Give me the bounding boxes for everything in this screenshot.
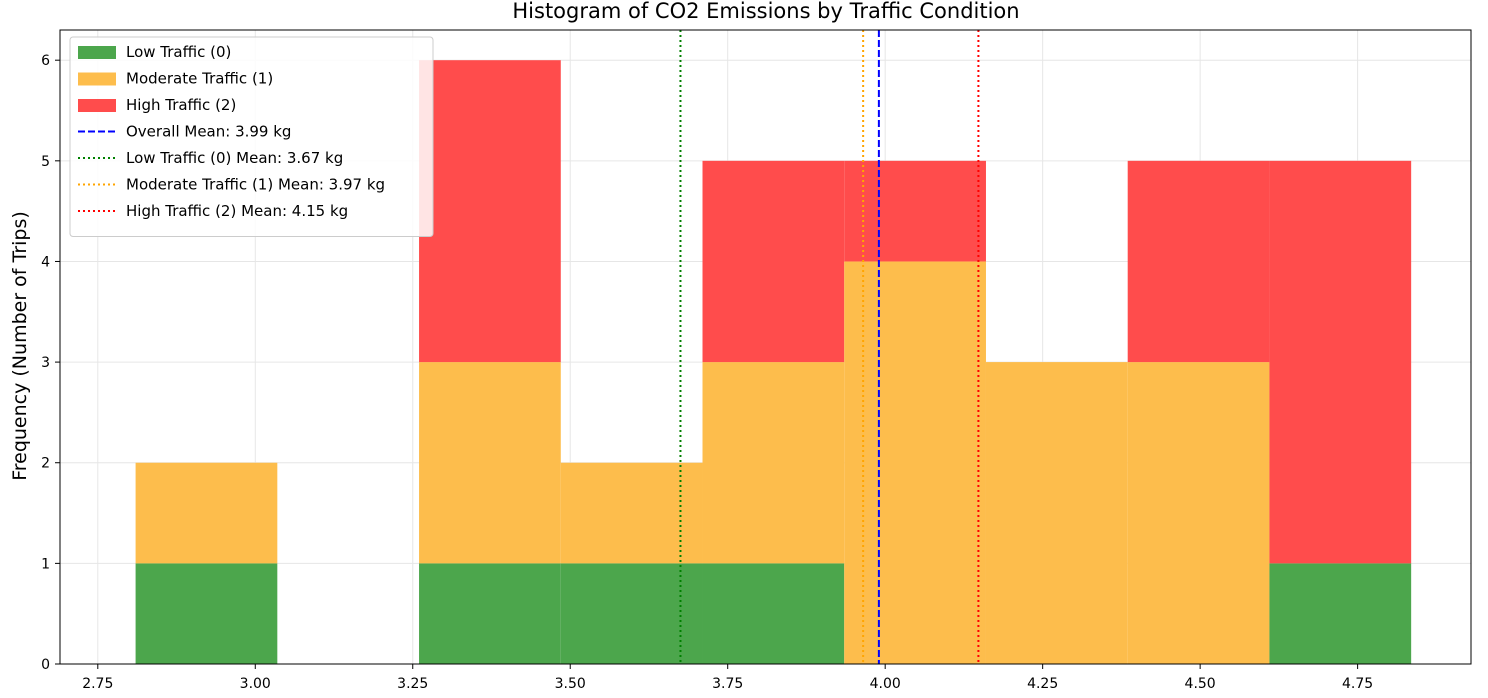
- y-tick-label: 5: [41, 154, 50, 170]
- bar-series-2-bin-4: [702, 160, 845, 363]
- y-axis-label: Frequency (Number of Trips): [9, 211, 31, 481]
- bar-series-2-bin-7: [1127, 160, 1270, 363]
- bar-series-0-bin-3: [560, 563, 703, 664]
- legend-label: Overall Mean: 3.99 kg: [126, 123, 291, 141]
- y-tick-label: 3: [41, 355, 50, 371]
- legend-label: High Traffic (2) Mean: 4.15 kg: [126, 202, 348, 220]
- bar-series-1-bin-2: [419, 362, 561, 564]
- legend-label: Low Traffic (0) Mean: 3.67 kg: [126, 149, 343, 167]
- x-axis-ticks: 2.75 3.00 3.25 3.50 3.75 4.00 4.25 4.50 4.75: [82, 664, 1373, 692]
- bar-series-1-bin-5: [844, 261, 986, 664]
- legend-label: Moderate Traffic (1) Mean: 3.97 kg: [126, 176, 385, 194]
- x-tick-label: 4.50: [1185, 676, 1216, 692]
- bar-series-1-bin-4: [702, 362, 845, 564]
- bar-series-0-bin-2: [419, 563, 561, 664]
- bar-series-1-bin-7: [1127, 362, 1270, 664]
- y-tick-label: 4: [41, 254, 50, 270]
- legend-box: [69, 36, 434, 237]
- x-tick-label: 3.75: [712, 676, 743, 692]
- x-tick-label: 3.50: [555, 676, 586, 692]
- bar-series-1-bin-0: [135, 462, 278, 564]
- plot-area-frame: [59, 29, 1472, 665]
- legend-swatch: [78, 99, 116, 112]
- bar-series-2-bin-8: [1269, 160, 1412, 564]
- legend-label: Low Traffic (0): [126, 43, 231, 61]
- legend-label: High Traffic (2): [126, 96, 236, 114]
- legend: Low Traffic (0) Moderate Traffic (1) High …: [69, 36, 434, 237]
- y-tick-label: 0: [41, 657, 50, 673]
- mean-reference-lines: [679, 30, 980, 664]
- bar-series-2-bin-2: [419, 60, 561, 363]
- x-tick-label: 2.75: [82, 676, 113, 692]
- y-tick-label: 6: [41, 53, 50, 69]
- x-tick-label: 3.25: [397, 676, 428, 692]
- legend-swatch: [78, 46, 116, 59]
- legend-swatch: [78, 72, 116, 86]
- bar-series-0-bin-8: [1269, 563, 1412, 664]
- y-tick-label: 2: [41, 456, 50, 472]
- x-tick-label: 3.00: [240, 676, 271, 692]
- y-axis-ticks: 0 1 2 3 4 5 6: [41, 53, 60, 673]
- x-tick-label: 4.00: [870, 676, 901, 692]
- x-tick-label: 4.75: [1342, 676, 1373, 692]
- y-tick-label: 1: [41, 556, 50, 572]
- chart-title: Histogram of CO2 Emissions by Traffic Co…: [512, 0, 1019, 23]
- bar-series-0-bin-0: [135, 563, 278, 664]
- bar-series-2-bin-5: [844, 160, 986, 262]
- bar-series-1-bin-6: [985, 362, 1128, 664]
- bar-series-1-bin-3: [560, 462, 703, 564]
- bar-series-0-bin-4: [702, 563, 845, 664]
- histogram-bars: [135, 60, 1412, 664]
- legend-label: Moderate Traffic (1): [126, 70, 273, 88]
- x-tick-label: 4.25: [1027, 676, 1058, 692]
